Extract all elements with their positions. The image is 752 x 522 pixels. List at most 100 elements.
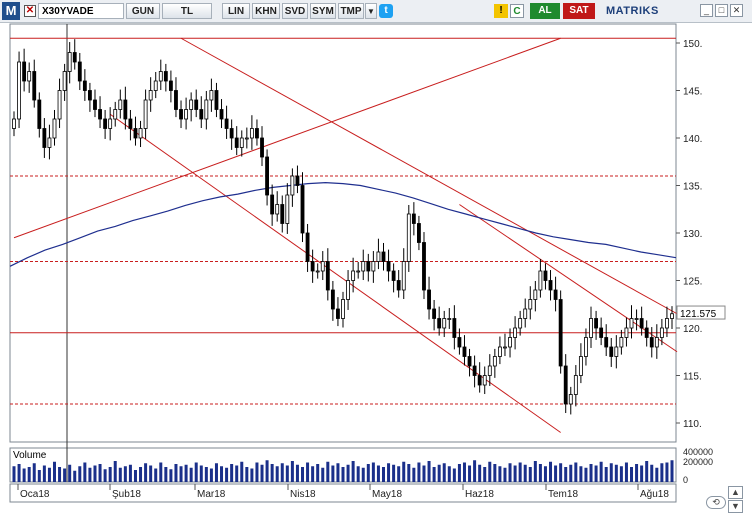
candle-body	[184, 109, 189, 120]
close-window-button[interactable]: ✕	[730, 4, 743, 17]
volume-bar	[508, 463, 512, 482]
volume-bar	[452, 468, 456, 482]
candle-body	[260, 137, 264, 158]
volume-bar	[184, 464, 188, 482]
x-axis-tick-label: Haz18	[465, 489, 494, 500]
candle-body	[371, 261, 376, 272]
volume-bar	[584, 467, 588, 482]
volume-bar	[478, 464, 482, 482]
sell-button[interactable]: SAT	[563, 3, 595, 19]
candle-body	[88, 90, 92, 101]
zoom-reset-icon[interactable]: ⟲	[706, 496, 726, 509]
volume-bar	[376, 465, 380, 482]
candle-body	[229, 128, 234, 139]
maximize-window-button[interactable]: □	[715, 4, 728, 17]
sym-button[interactable]: SYM	[310, 3, 336, 19]
volume-bar	[270, 464, 274, 482]
scroll-down-icon[interactable]: ▼	[728, 500, 743, 513]
candle-body	[310, 261, 315, 272]
tmp-dropdown-chevron-icon[interactable]: ▼	[365, 3, 377, 19]
lin-button[interactable]: LIN	[222, 3, 250, 19]
volume-bar	[660, 463, 664, 482]
candle-body	[108, 118, 113, 129]
candle-body	[427, 289, 431, 310]
y-axis-tick-label: 120.	[683, 324, 702, 335]
candle-body	[437, 318, 442, 329]
volume-label: Volume	[13, 450, 47, 461]
last-price-box	[676, 305, 726, 320]
candle-body	[143, 99, 148, 129]
khn-button[interactable]: KHN	[252, 3, 280, 19]
volume-bar	[579, 466, 583, 482]
scroll-up-icon[interactable]: ▲	[728, 486, 743, 499]
volume-bar	[93, 465, 97, 482]
volume-bar	[407, 464, 411, 482]
period-gun-button[interactable]: GUN	[126, 3, 160, 19]
volume-bar	[311, 466, 315, 482]
volume-bar	[22, 468, 26, 482]
twitter-icon[interactable]: t	[379, 4, 393, 18]
candle-body	[32, 71, 37, 101]
candle-body	[72, 52, 77, 63]
svd-button[interactable]: SVD	[282, 3, 308, 19]
refresh-icon[interactable]: C	[510, 4, 524, 18]
close-chart-checkbox[interactable]: ✕	[24, 5, 36, 17]
volume-bar	[103, 469, 107, 482]
volume-bar	[214, 463, 218, 482]
candle-body	[168, 80, 173, 91]
buy-button[interactable]: AL	[530, 3, 560, 19]
volume-bar	[37, 470, 41, 482]
last-price-label: 121.575	[680, 309, 717, 320]
candle-body	[503, 346, 507, 349]
volume-bar	[351, 461, 355, 482]
volume-bar	[655, 467, 659, 482]
candle-body	[123, 99, 128, 120]
volume-bar	[457, 464, 461, 482]
candle-body	[528, 299, 533, 310]
volume-bar	[78, 466, 82, 482]
candle-body	[27, 71, 32, 82]
y-axis-tick-label: 150.	[683, 39, 702, 50]
candle-body	[12, 118, 16, 129]
volume-bar	[437, 464, 441, 482]
minimize-window-button[interactable]: _	[700, 4, 713, 17]
y-axis-tick-label: 135.	[683, 182, 702, 193]
candle-body	[138, 128, 143, 139]
volume-bar	[250, 468, 254, 482]
candle-body	[487, 365, 492, 376]
volume-bar	[220, 466, 224, 482]
moving-average-line	[9, 181, 677, 267]
volume-bar	[17, 464, 21, 482]
candle-body	[356, 270, 361, 273]
symbol-input[interactable]: X30YVADE	[38, 3, 124, 19]
candle-body	[513, 327, 518, 338]
volume-bar	[58, 467, 62, 482]
volume-bar	[260, 464, 264, 482]
alarm-icon[interactable]: !	[494, 4, 508, 18]
volume-bar	[159, 462, 163, 482]
volume-bar	[189, 467, 193, 482]
candle-body	[42, 128, 47, 148]
candle-body	[639, 318, 644, 329]
tmp-button[interactable]: TMP	[338, 3, 364, 19]
currency-tl-button[interactable]: TL	[162, 3, 212, 19]
candle-body	[558, 299, 563, 367]
candle-body	[609, 346, 614, 357]
candle-body	[508, 337, 512, 348]
candle-body	[204, 99, 209, 120]
candle-body	[573, 375, 578, 395]
volume-bar	[331, 465, 335, 482]
candle-body	[492, 356, 497, 367]
candle-body	[280, 204, 285, 224]
volume-bar	[341, 467, 345, 482]
candle-body	[93, 99, 97, 110]
volume-bar	[133, 470, 137, 482]
candle-body	[563, 365, 568, 405]
candle-body	[219, 109, 224, 120]
candle-body	[670, 313, 674, 319]
candle-body	[209, 90, 214, 101]
candle-body	[599, 327, 604, 338]
volume-bar	[68, 464, 72, 482]
candle-body	[290, 175, 295, 196]
